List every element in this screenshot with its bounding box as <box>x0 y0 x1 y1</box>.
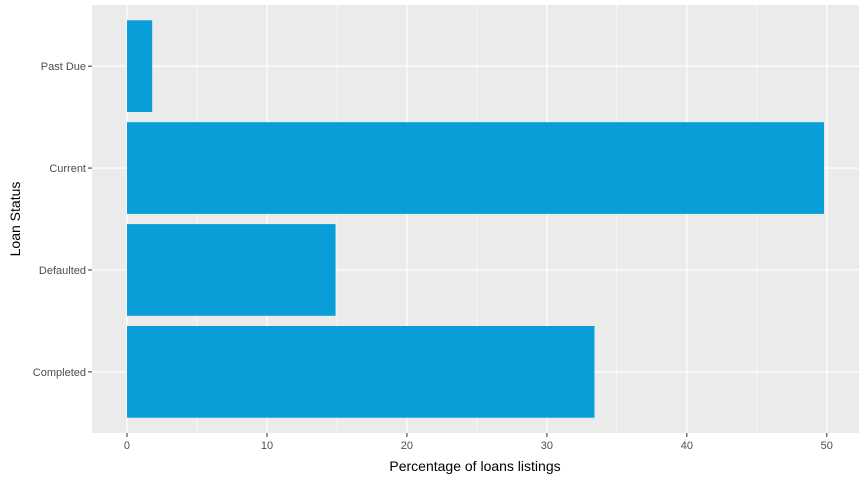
axes: 0 10 20 30 40 50 Completed Defaulted Current Past… <box>33 61 833 452</box>
x-axis-title: Percentage of loans listings <box>389 458 560 474</box>
x-tick-label: 10 <box>261 440 273 452</box>
bars <box>126 20 825 418</box>
x-tick-label: 40 <box>681 440 693 452</box>
x-tick-label: 30 <box>541 440 553 452</box>
bar-defaulted <box>126 224 336 316</box>
bar-current <box>126 122 825 214</box>
x-tick-label: 50 <box>821 440 833 452</box>
y-tick-label: Completed <box>33 367 86 379</box>
y-tick-label: Current <box>49 163 86 175</box>
x-tick-label: 0 <box>124 440 130 452</box>
y-tick-label: Past Due <box>41 61 86 73</box>
bar-past-due <box>126 20 153 113</box>
y-axis-title: Loan Status <box>7 182 23 257</box>
bar-completed <box>126 326 595 418</box>
y-tick-label: Defaulted <box>39 265 86 277</box>
x-tick-label: 20 <box>401 440 413 452</box>
